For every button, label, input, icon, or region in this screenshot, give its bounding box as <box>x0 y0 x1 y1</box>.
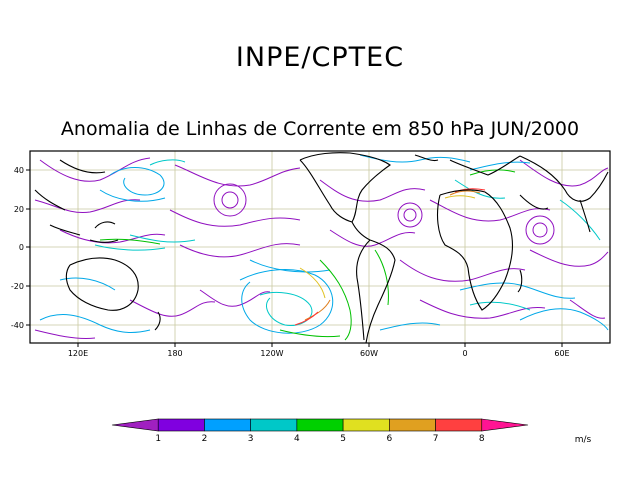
x-tick-label: 60W <box>360 349 378 358</box>
colorbar-segment <box>342 418 390 432</box>
y-tick-label: 0 <box>19 243 24 252</box>
y-tick-label: 20 <box>14 205 24 214</box>
x-tick-label: 0 <box>462 349 467 358</box>
x-tick-label: 120W <box>260 349 283 358</box>
colorbar-segment <box>389 418 436 432</box>
x-tick-label: 120E <box>68 349 88 358</box>
y-tick-label: -40 <box>11 321 24 330</box>
y-tick-label: -20 <box>11 282 24 291</box>
colorbar-segment <box>481 418 529 432</box>
colorbar-segment <box>204 418 251 432</box>
map-title: Anomalia de Linhas de Corrente em 850 hP… <box>60 118 580 140</box>
colorbar-segment <box>250 418 298 432</box>
streamlines <box>34 154 609 341</box>
colorbar-segment <box>296 418 344 432</box>
x-tick-label: 180 <box>167 349 182 358</box>
colorbar-segment <box>111 418 159 432</box>
y-tick-label: 40 <box>14 166 24 175</box>
colorbar-label: 6 <box>386 434 392 444</box>
colorbar-units: m/s <box>575 435 592 445</box>
agency-title: INPE/CPTEC <box>235 42 405 73</box>
colorbar-segment <box>435 418 483 432</box>
colorbar-label: 8 <box>479 434 485 444</box>
coastlines <box>34 152 609 344</box>
colorbar-label: 1 <box>155 434 161 444</box>
colorbar-label: 2 <box>202 434 208 444</box>
colorbar-label: 7 <box>433 434 439 444</box>
colorbar-label: 5 <box>340 434 346 444</box>
colorbar-segment <box>157 418 205 432</box>
colorbar <box>111 418 529 432</box>
colorbar-label: 3 <box>248 434 254 444</box>
x-tick-label: 60E <box>554 349 569 358</box>
colorbar-label: 4 <box>294 434 300 444</box>
